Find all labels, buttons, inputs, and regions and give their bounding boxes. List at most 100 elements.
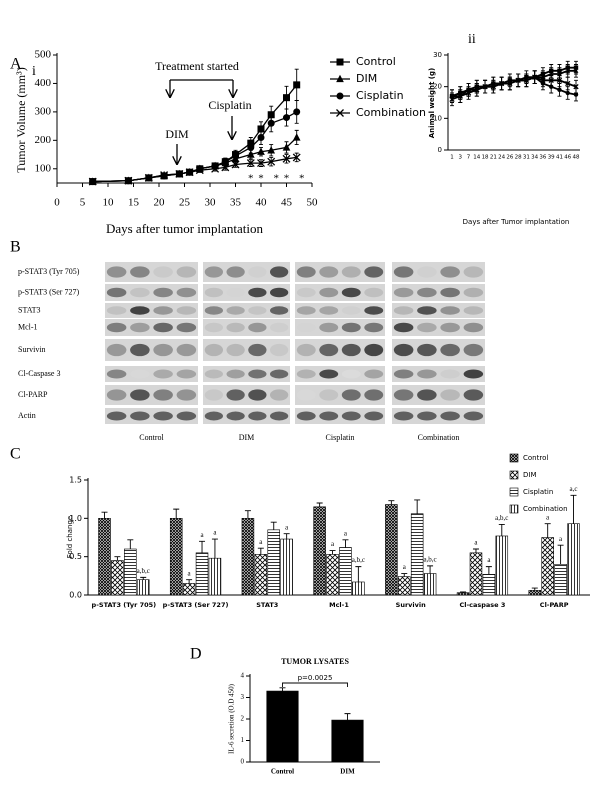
blot-band [226,343,245,357]
marker [292,133,301,141]
marker [175,169,184,178]
marker [211,164,220,173]
marker [221,158,229,166]
marker [556,77,563,83]
blot-strip [203,408,290,424]
x-axis-label: Days after Tumor implantation [463,218,570,226]
blot-band [417,322,437,333]
significance: a [331,540,335,548]
error-bar [531,587,538,591]
error-bar [211,538,218,559]
blot-band [176,389,197,401]
marker-cross [449,96,455,102]
blot-band [176,411,197,421]
marker [257,159,265,168]
blot-band [176,369,197,379]
legend-label: Control [523,454,548,462]
blot-band [393,287,414,298]
blot-band [296,306,316,315]
blot-band [153,306,173,315]
marker [195,166,204,175]
marker-cross [336,109,344,117]
y-tick-label: 1.0 [69,514,82,523]
significance: a,b,c [137,567,150,575]
y-tick-label: 20 [433,83,442,91]
marker [532,74,538,80]
marker [232,152,239,160]
blot-band [341,369,361,379]
blot-band [106,306,127,315]
marker [507,80,513,87]
x-tick-label: 5 [80,197,86,209]
blot-band [153,369,173,379]
blot-band [463,389,484,401]
blot-band [204,389,224,401]
marker [336,109,344,117]
blot-band [248,322,267,333]
blot-band [176,343,197,357]
blot-band [176,287,197,298]
bar [482,573,496,596]
y-tick-label: 200 [35,134,52,146]
error-bar [114,556,121,561]
blot-band [106,389,127,401]
panel-label: A [10,56,22,73]
significance: a [188,569,192,577]
significance: * [284,173,290,185]
blot-band [204,411,224,421]
y-tick-label: 500 [35,49,52,61]
marker [565,68,571,73]
significance: * [274,173,280,185]
significance: a,b,c [352,556,365,564]
y-tick-label: 1.5 [69,476,82,485]
bar [495,535,509,596]
y-tick-label: 300 [35,105,52,117]
blot-strip [295,408,385,424]
legend-label: Cisplatin [523,488,553,496]
blot-band [106,343,127,357]
marker-cross [282,154,291,163]
blot-band [364,411,384,421]
blot-strip [203,284,290,301]
blot-band [440,306,460,315]
blot-band [319,369,339,379]
marker [336,92,344,100]
marker-cross [175,169,184,178]
blot-band [226,266,245,278]
blot-band [393,411,414,421]
marker-cross [231,160,240,169]
marker-cross [246,159,255,168]
blot-band [296,322,316,333]
legend-label: DIM [523,471,537,479]
blot-band [153,266,173,278]
y-tick-label: 100 [35,162,52,174]
blot-band [153,411,173,421]
marker [221,163,230,172]
error-bar [101,511,108,519]
blot-band [153,322,173,333]
marker [523,77,530,83]
bar [98,518,111,596]
x-tick-label: 50 [307,197,319,209]
marker-cross [221,163,230,172]
blot-strip [105,408,198,424]
annotation: Treatment started [155,59,239,73]
x-tick-label: 15 [128,197,140,209]
blot-band [463,369,484,379]
bar [398,576,411,596]
blot-band [153,389,173,401]
blot-band [248,287,267,298]
blot-strip [295,303,385,318]
bar [266,690,299,763]
x-tick-label: 39 [548,155,555,161]
marker [465,90,472,96]
error-bar [570,494,577,524]
error-bar [460,591,467,593]
blot-band [204,369,224,379]
significance: a [200,531,204,539]
blot-band [248,411,267,421]
blot-strip [295,284,385,301]
blot-band [204,266,224,278]
blot-band [364,322,384,333]
